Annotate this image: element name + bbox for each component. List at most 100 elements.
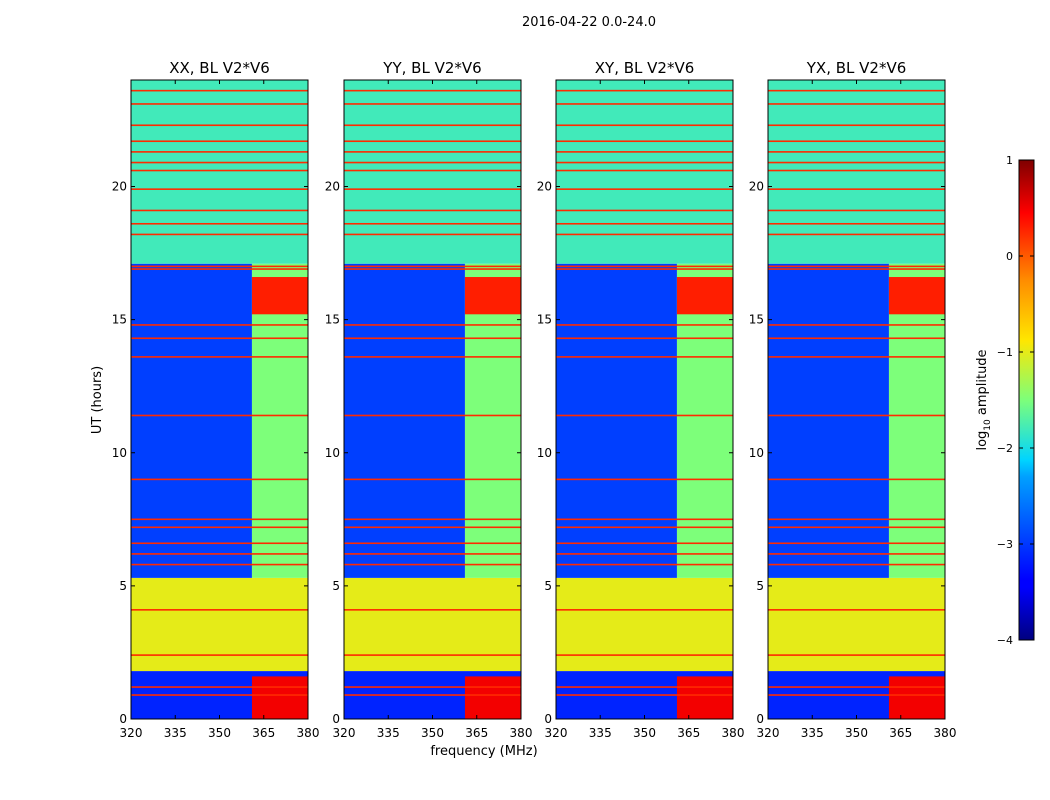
rfi-line — [556, 124, 733, 127]
y-tick-label: 20 — [537, 180, 552, 194]
heatmap-region-5 — [464, 277, 521, 315]
rfi-line — [131, 169, 308, 172]
heatmap-region-1 — [676, 676, 733, 719]
rfi-line — [131, 478, 308, 481]
rfi-line — [344, 414, 521, 417]
rfi-line — [556, 233, 733, 236]
rfi-line — [768, 89, 945, 92]
x-tick-label: 320 — [333, 726, 356, 740]
x-tick-label: 335 — [164, 726, 187, 740]
rfi-line — [344, 103, 521, 105]
x-tick-label: 350 — [421, 726, 444, 740]
colorbar: 10−1−2−3−4 log10 amplitude — [975, 154, 1035, 647]
rfi-line — [344, 654, 521, 656]
heatmap-region-4 — [464, 263, 521, 578]
rfi-line — [556, 209, 733, 212]
colorbar-label-base: log — [975, 431, 990, 451]
y-tick-label: 5 — [544, 579, 552, 593]
panel-title: YX, BL V2*V6 — [806, 59, 907, 77]
rfi-line — [344, 209, 521, 212]
rfi-line — [768, 563, 945, 566]
rfi-line — [344, 268, 521, 270]
heatmap-region-1 — [251, 676, 308, 719]
heatmap-xy — [556, 80, 733, 719]
rfi-line — [344, 563, 521, 566]
rfi-line — [344, 151, 521, 153]
x-tick-label: 350 — [633, 726, 656, 740]
rfi-line — [131, 209, 308, 212]
rfi-line — [131, 140, 308, 143]
rfi-line — [768, 103, 945, 105]
y-tick-label: 20 — [112, 180, 127, 194]
heatmap-region-2 — [131, 577, 308, 672]
panel-yy: YY, BL V2*V6 320 335 350 365 380 0 5 10 15 20 — [325, 59, 533, 740]
y-tick-label: 15 — [325, 313, 340, 327]
rfi-line — [556, 526, 733, 529]
rfi-line — [344, 324, 521, 326]
rfi-line — [131, 694, 308, 696]
heatmap-region-6 — [556, 80, 733, 264]
x-tick-label: 320 — [120, 726, 143, 740]
rfi-line — [344, 233, 521, 236]
rfi-line — [556, 337, 733, 340]
y-tick-label: 5 — [332, 579, 340, 593]
heatmap-region-2 — [556, 577, 733, 672]
rfi-line — [344, 169, 521, 172]
rfi-line — [131, 265, 308, 268]
x-tick-label: 350 — [208, 726, 231, 740]
rfi-line — [344, 609, 521, 611]
rfi-line — [768, 124, 945, 127]
rfi-line — [131, 268, 308, 270]
rfi-line — [131, 553, 308, 555]
heatmap-region-4 — [888, 263, 945, 578]
x-tick-label: 335 — [801, 726, 824, 740]
rfi-line — [131, 222, 308, 225]
rfi-line — [768, 553, 945, 555]
heatmap-region-5 — [888, 277, 945, 315]
rfi-line — [768, 414, 945, 417]
rfi-line — [768, 609, 945, 611]
colorbar-tick-label: 1 — [1006, 154, 1013, 167]
colorbar-tick-label: −1 — [997, 346, 1013, 359]
rfi-line — [344, 265, 521, 268]
rfi-line — [131, 188, 308, 190]
x-tick-label: 335 — [377, 726, 400, 740]
x-tick-label: 380 — [934, 726, 957, 740]
panel-yx: YX, BL V2*V6 320 335 350 365 380 0 5 10 15 20 — [749, 59, 957, 740]
rfi-line — [768, 694, 945, 696]
y-tick-label: 15 — [537, 313, 552, 327]
rfi-line — [768, 222, 945, 225]
rfi-line — [768, 337, 945, 340]
colorbar-label-sub: 10 — [983, 419, 993, 431]
rfi-line — [556, 140, 733, 143]
rfi-line — [556, 151, 733, 153]
colorbar-ticks: 1 0 −1 −2 −3 −4 — [997, 154, 1034, 647]
heatmap-yx — [768, 80, 945, 719]
rfi-line — [556, 694, 733, 696]
panel-xx: XX, BL V2*V6 320 335 350 365 380 0 5 10 15 20 — [112, 59, 320, 740]
rfi-line — [344, 356, 521, 358]
heatmap-region-4 — [251, 263, 308, 578]
rfi-line — [556, 265, 733, 268]
rfi-line — [768, 268, 945, 270]
rfi-line — [344, 188, 521, 190]
panel-title: YY, BL V2*V6 — [382, 59, 481, 77]
rfi-line — [344, 89, 521, 92]
rfi-line — [131, 89, 308, 92]
rfi-line — [768, 518, 945, 521]
rfi-line — [768, 542, 945, 545]
y-tick-label: 10 — [749, 446, 764, 460]
rfi-line — [556, 563, 733, 566]
colorbar-tick-label: −4 — [997, 634, 1013, 647]
heatmap-region-6 — [131, 80, 308, 264]
rfi-line — [344, 542, 521, 545]
rfi-line — [131, 542, 308, 545]
panel-xy: XY, BL V2*V6 320 335 350 365 380 0 5 10 15 20 — [537, 59, 745, 740]
x-tick-label: 380 — [722, 726, 745, 740]
rfi-line — [344, 124, 521, 127]
rfi-line — [131, 233, 308, 236]
y-tick-label: 0 — [756, 712, 764, 726]
figure-suptitle: 2016-04-22 0.0-24.0 — [522, 15, 656, 30]
heatmap-region-6 — [344, 80, 521, 264]
